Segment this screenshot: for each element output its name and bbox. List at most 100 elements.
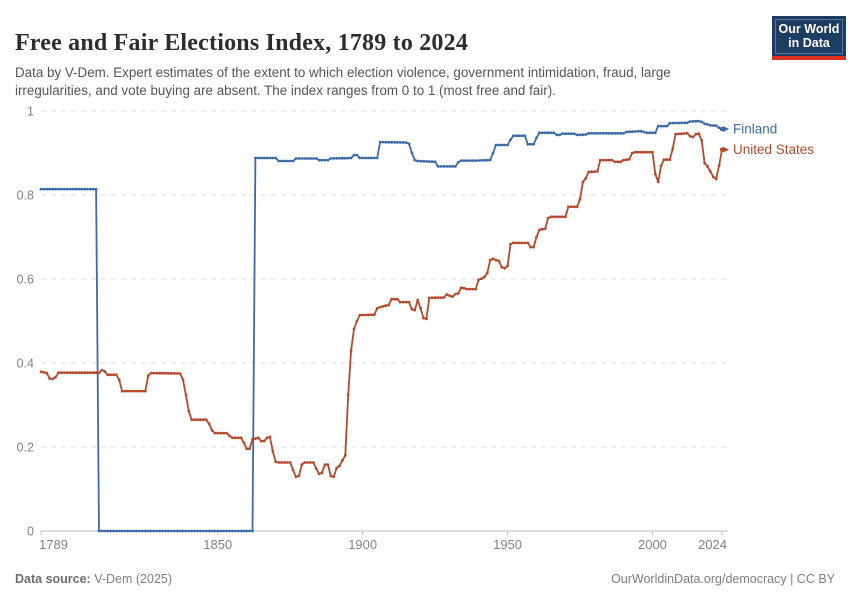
finland-point — [123, 529, 127, 533]
finland-point — [199, 529, 202, 533]
united-states-point — [155, 371, 159, 375]
finland-point — [201, 529, 205, 533]
finland-point — [711, 124, 715, 127]
finland-point — [613, 131, 617, 135]
finland-point — [335, 156, 338, 160]
finland-point — [329, 157, 333, 160]
finland-point — [514, 134, 518, 138]
finland-line[interactable] — [41, 120, 723, 532]
finland-point — [288, 159, 292, 163]
united-states-point — [717, 164, 721, 167]
finland-point — [355, 153, 359, 157]
finland-point — [210, 529, 214, 533]
finland-point — [71, 187, 75, 191]
finland-point — [433, 160, 437, 164]
united-states-point — [71, 371, 75, 375]
finland-point — [529, 142, 533, 146]
united-states-point — [590, 170, 593, 174]
finland-point — [448, 165, 451, 168]
finland-point — [228, 529, 231, 533]
united-states-point — [593, 170, 596, 173]
united-states-point — [216, 431, 220, 435]
finland-point — [204, 529, 208, 533]
finland-point — [497, 143, 501, 147]
owid-logo[interactable]: Our World in Data — [772, 16, 846, 60]
finland-point — [607, 131, 611, 135]
finland-point — [584, 133, 588, 136]
united-states-point — [59, 371, 63, 375]
united-states-point — [425, 317, 428, 321]
united-states-point — [393, 297, 396, 301]
finland-point — [294, 157, 298, 160]
finland-point — [236, 529, 240, 533]
finland-point — [254, 156, 257, 160]
united-states-point — [236, 436, 240, 440]
united-states-point — [65, 371, 69, 375]
finland-point — [222, 529, 226, 533]
finland-point — [309, 157, 312, 160]
united-states-point — [427, 296, 431, 300]
united-states-point — [625, 158, 628, 162]
finland-point — [259, 156, 263, 160]
finland-point — [425, 160, 428, 163]
finland-point — [225, 529, 228, 533]
finland-point — [622, 131, 625, 135]
united-states-point — [242, 441, 246, 445]
line-chart[interactable]: 0 0.2 0.4 0.6 0.8 1 1789 1850 1900 1950 2000 2024 Fi… — [0, 88, 850, 563]
united-states-point — [674, 132, 677, 136]
finland-point — [181, 529, 185, 533]
finland-point — [645, 131, 649, 135]
owid-citation-link[interactable]: OurWorldinData.org/democracy | CC BY — [611, 572, 835, 586]
finland-point — [714, 124, 718, 128]
finland-point — [158, 529, 162, 533]
united-states-point — [170, 372, 173, 375]
finland-point — [625, 130, 628, 134]
united-states-point — [509, 242, 512, 246]
finland-point — [193, 529, 197, 533]
finland-point — [135, 529, 139, 533]
chart-canvas[interactable]: 0 0.2 0.4 0.6 0.8 1 1789 1850 1900 1950 2000 2024 Fi… — [0, 88, 850, 563]
finland-point — [274, 156, 278, 160]
united-states-point — [329, 474, 333, 478]
finland-point — [659, 124, 663, 128]
united-states-point — [398, 300, 402, 304]
united-states-point — [297, 474, 301, 478]
united-states-point — [596, 170, 599, 173]
finland-point — [213, 529, 217, 533]
united-states-point — [636, 150, 640, 154]
united-states-point — [187, 409, 191, 413]
finland-point — [233, 529, 237, 533]
finland-point — [517, 134, 521, 138]
united-states-point — [677, 132, 680, 136]
united-states-point — [222, 431, 226, 435]
data-source-label: Data source: — [15, 572, 91, 586]
united-states-point — [317, 472, 321, 476]
united-states-point — [413, 308, 417, 312]
finland-point — [477, 159, 480, 162]
united-states-point — [572, 205, 576, 209]
united-states-point — [633, 150, 637, 154]
united-states-point — [564, 215, 567, 219]
finland-point — [480, 159, 483, 162]
finland-point — [372, 156, 376, 160]
united-states-point — [610, 158, 614, 162]
series-label-finland[interactable]: Finland — [733, 122, 777, 137]
finland-point — [338, 156, 341, 160]
finland-point — [367, 156, 370, 160]
united-states-point — [254, 437, 257, 440]
finland-point — [317, 158, 321, 162]
united-states-point — [703, 161, 706, 165]
finland-point — [604, 131, 608, 135]
finland-end-arrow — [723, 126, 729, 133]
finland-point — [129, 529, 133, 533]
united-states-point — [700, 139, 704, 142]
united-states-line[interactable] — [40, 132, 723, 478]
series-label-united-states[interactable]: United States — [733, 142, 814, 157]
united-states-point — [451, 295, 454, 298]
united-states-point — [706, 165, 709, 168]
united-states-point — [181, 378, 185, 382]
finland-point — [265, 156, 269, 160]
united-states-point — [280, 461, 283, 464]
united-states-point — [671, 147, 675, 151]
finland-point — [430, 160, 434, 164]
